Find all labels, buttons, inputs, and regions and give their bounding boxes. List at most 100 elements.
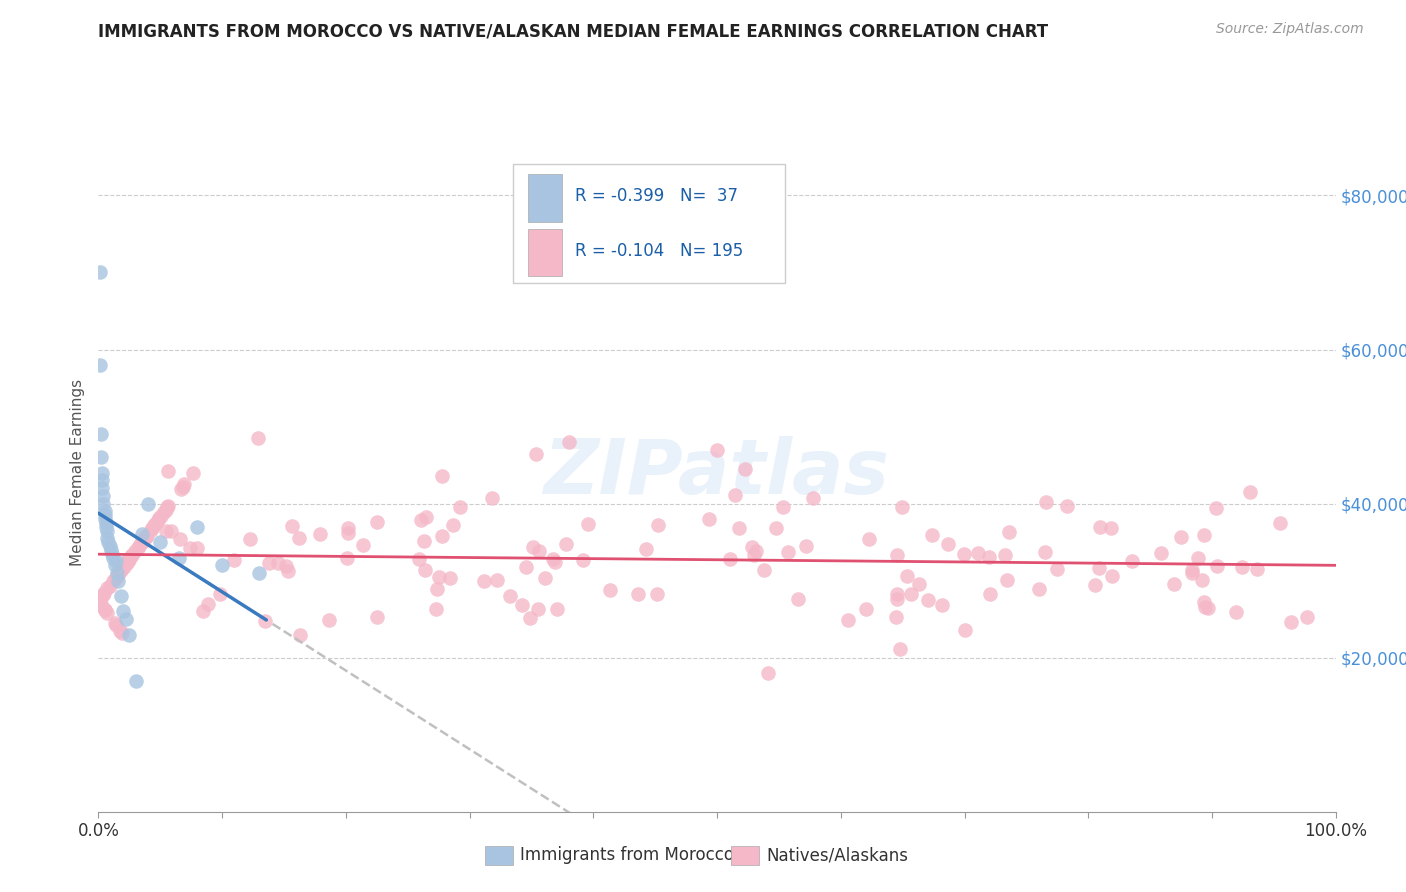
Point [706, 442, 728, 457]
Point [486, 573, 509, 587]
Point [149, 509, 172, 524]
Point [105, 568, 128, 582]
Point [211, 558, 233, 573]
Point [727, 521, 749, 535]
Point [1056, 500, 1078, 514]
Point [734, 462, 756, 476]
Point [160, 524, 183, 538]
Point [936, 536, 959, 550]
Point [1246, 562, 1268, 576]
Point [1046, 562, 1069, 576]
Point [96, 524, 118, 538]
Point [197, 597, 219, 611]
Point [131, 535, 153, 549]
Point [153, 505, 176, 519]
Point [96, 582, 118, 596]
Point [472, 574, 495, 588]
Point [858, 533, 880, 547]
Point [104, 617, 127, 632]
Point [576, 517, 599, 532]
Point [896, 569, 918, 583]
Point [131, 534, 153, 549]
Point [794, 539, 817, 553]
Point [886, 587, 908, 601]
Point [745, 544, 768, 558]
Point [267, 556, 290, 570]
Point [626, 587, 648, 601]
Point [519, 611, 541, 625]
Point [135, 530, 157, 544]
Point [94, 603, 117, 617]
Point [336, 550, 359, 565]
Point [181, 466, 204, 480]
Point [557, 434, 579, 449]
Point [277, 564, 299, 578]
Point [1099, 521, 1122, 535]
Point [156, 500, 179, 515]
Point [186, 541, 208, 555]
Point [110, 563, 132, 577]
Point [115, 556, 138, 570]
Point [90, 427, 112, 442]
Point [139, 523, 162, 537]
Point [415, 510, 437, 524]
Point [94, 519, 117, 533]
Point [274, 558, 297, 573]
Point [889, 642, 911, 657]
Point [112, 604, 135, 618]
Point [1239, 485, 1261, 500]
Point [97, 535, 120, 549]
Point [89, 594, 111, 608]
Point [1187, 550, 1209, 565]
Point [1225, 605, 1247, 619]
Point [524, 447, 547, 461]
Point [917, 593, 939, 607]
Point [103, 558, 125, 573]
Point [366, 610, 388, 624]
Point [756, 666, 779, 681]
Point [634, 542, 657, 557]
Point [427, 570, 450, 584]
Point [855, 602, 877, 616]
Point [1192, 595, 1215, 609]
Point [247, 566, 270, 580]
Point [527, 543, 550, 558]
Point [741, 540, 763, 554]
Point [742, 548, 765, 562]
Point [103, 550, 125, 565]
Point [1181, 566, 1204, 581]
Point [907, 577, 929, 591]
Point [89, 591, 111, 606]
Point [1191, 574, 1213, 588]
Point [546, 602, 568, 616]
Point [89, 265, 111, 279]
Point [115, 557, 138, 571]
Point [257, 557, 280, 571]
Text: Natives/Alaskans: Natives/Alaskans [766, 847, 908, 864]
Point [994, 548, 1017, 562]
Point [572, 553, 595, 567]
Point [515, 560, 537, 574]
Point [148, 511, 170, 525]
Point [167, 550, 190, 565]
Point [967, 546, 990, 560]
Text: Source: ZipAtlas.com: Source: ZipAtlas.com [1216, 22, 1364, 37]
Point [131, 527, 153, 541]
Point [718, 551, 741, 566]
Point [89, 358, 111, 372]
Point [186, 519, 208, 533]
Point [411, 512, 433, 526]
Point [128, 539, 150, 553]
Point [134, 530, 156, 544]
Point [886, 548, 908, 562]
Point [772, 500, 794, 515]
Point [93, 489, 115, 503]
Point [120, 549, 142, 564]
Point [91, 481, 114, 495]
Point [288, 531, 311, 545]
Point [107, 566, 129, 581]
Point [534, 571, 557, 585]
Point [441, 517, 464, 532]
Point [148, 513, 170, 527]
Point [699, 511, 721, 525]
